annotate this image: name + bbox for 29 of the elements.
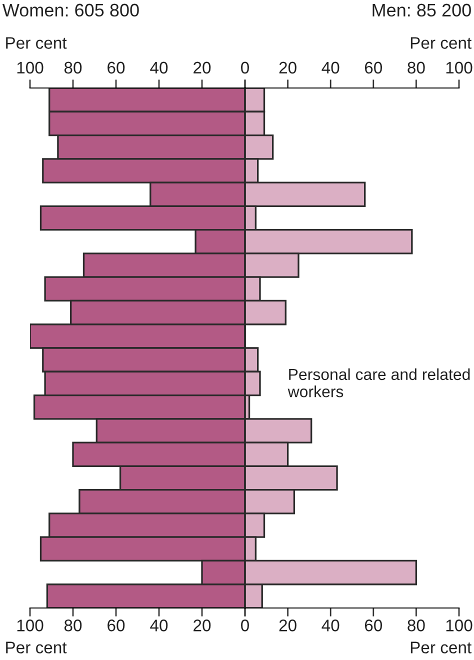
x2-tick-label: 80 — [408, 62, 425, 74]
x-tick-label: 60 — [108, 620, 125, 632]
x-tick-label: 80 — [64, 620, 82, 632]
x2-tick-label: 0 — [241, 62, 249, 74]
x2-tick-label: 60 — [108, 62, 125, 74]
x-tick-label: 100 — [446, 620, 472, 632]
x2-tick-label: 60 — [364, 62, 382, 74]
chart-title: Women: 605 800 — [2, 4, 139, 17]
x2-tick-label: 100 — [17, 62, 44, 74]
x2-axis-title: Per cent — [6, 37, 67, 49]
x2-tick-label: 40 — [322, 62, 340, 74]
x2-tick-label: 100 — [446, 62, 472, 74]
chart-title: Men: 85 200 — [372, 4, 471, 17]
x2-tick-label: 20 — [194, 62, 211, 74]
x-tick-label: 0 — [241, 620, 249, 632]
x-tick-label: 20 — [194, 620, 211, 632]
x-tick-label: 20 — [279, 620, 296, 632]
x-axis-title: Per cent — [6, 642, 67, 654]
x-tick-label: 100 — [17, 620, 44, 632]
x2-tick-label: 20 — [279, 62, 296, 74]
x-tick-label: 40 — [150, 620, 168, 632]
annotation: Personal care and related workers — [288, 368, 470, 398]
x-tick-label: 80 — [408, 620, 425, 632]
x-axis-title: Per cent — [410, 642, 472, 654]
x2-tick-label: 80 — [64, 62, 82, 74]
x-tick-label: 60 — [364, 620, 382, 632]
x2-axis-title: Per cent — [410, 37, 472, 49]
x2-tick-label: 40 — [150, 62, 168, 74]
x-tick-label: 40 — [322, 620, 340, 632]
